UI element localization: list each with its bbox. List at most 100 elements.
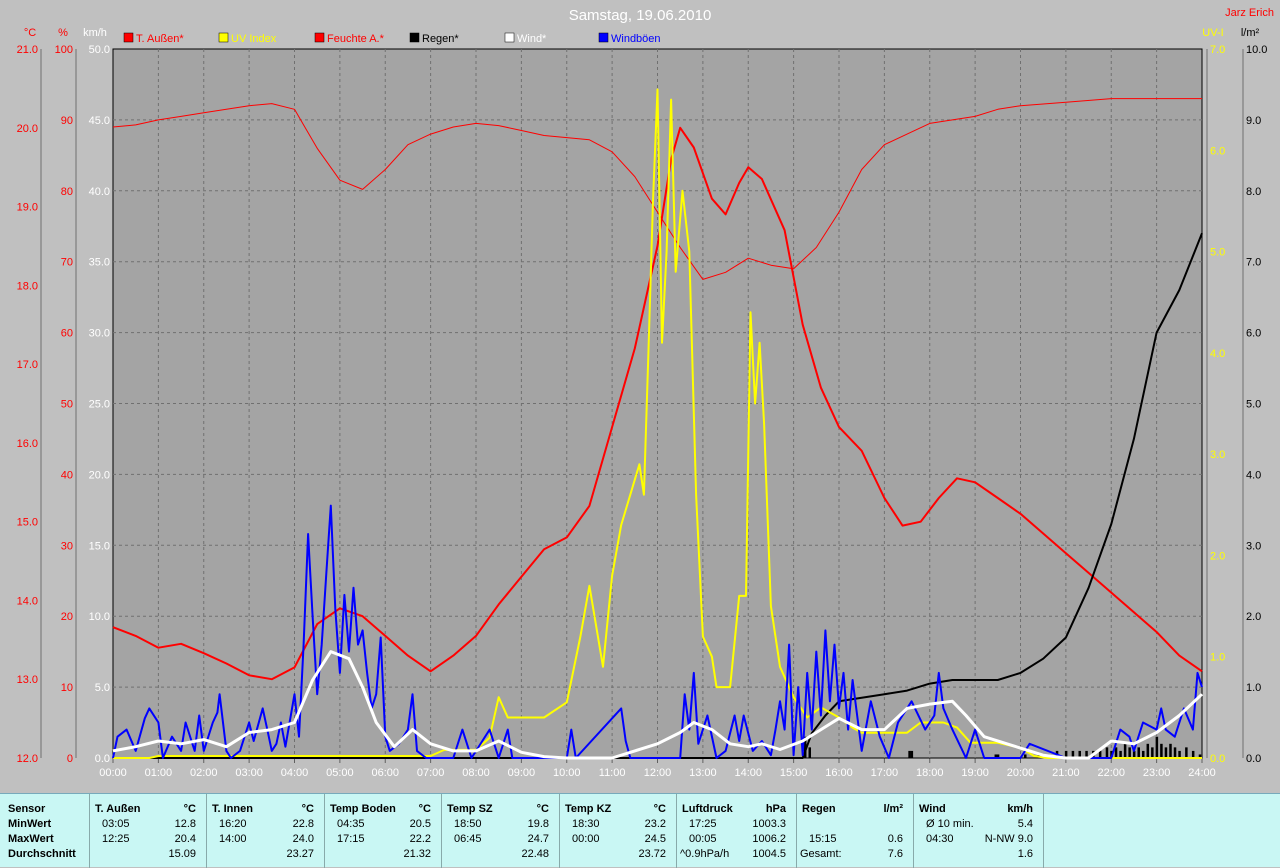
stats-max-time: 00:00	[572, 833, 600, 845]
temp-tick-label: 14.0	[17, 595, 38, 607]
x-tick-label: 22:00	[1097, 767, 1125, 779]
uv-tick-label: 1.0	[1210, 652, 1225, 664]
rain-tick-label: 10.0	[1246, 44, 1267, 56]
stats-header: T. Innen	[212, 803, 253, 815]
stats-min-value: 23.2	[644, 818, 666, 830]
stats-max-value: 24.5	[644, 833, 666, 845]
rain-bar	[1198, 754, 1202, 758]
stats-min-time: 18:30	[572, 818, 600, 830]
rain-bar	[1191, 750, 1195, 758]
series-line	[112, 650, 1204, 760]
stats-max-time: 14:00	[219, 833, 247, 845]
stats-column: Regen l/m² 15:15 0.6 Gesamt: 7.6	[797, 794, 914, 868]
uv-unit-label: UV-I	[1202, 27, 1223, 39]
legend-swatch	[314, 32, 325, 43]
stats-header: Temp KZ	[565, 803, 612, 815]
x-tick-label: 04:00	[281, 767, 309, 779]
stats-min-time: Ø 10 min.	[926, 818, 974, 830]
rain-bar	[1114, 747, 1118, 758]
wind-tick-label: 0.0	[95, 753, 110, 765]
x-tick-label: 05:00	[326, 767, 354, 779]
x-tick-label: 14:00	[734, 767, 762, 779]
rain-unit-label: l/m²	[1241, 27, 1260, 39]
humidity-tick-label: 10	[61, 682, 73, 694]
rain-bar	[1173, 747, 1177, 758]
rain-bar	[996, 754, 1000, 758]
humidity-tick-label: 40	[61, 469, 73, 481]
stats-max-time: 12:25	[102, 833, 130, 845]
rain-tick-label: 1.0	[1246, 682, 1261, 694]
statistics-panel: Sensor MinWert MaxWert Durchschnitt T. A…	[0, 793, 1280, 868]
humidity-tick-label: 70	[61, 257, 73, 269]
x-tick-label: 19:00	[961, 767, 989, 779]
x-tick-label: 03:00	[235, 767, 263, 779]
stats-column: T. Innen °C 16:20 22.8 14:00 24.0 23.27	[207, 794, 325, 868]
x-tick-label: 20:00	[1007, 767, 1035, 779]
x-tick-label: 09:00	[508, 767, 536, 779]
rain-bar	[1185, 747, 1188, 758]
stats-min-time: 03:05	[102, 818, 130, 830]
stats-header: T. Außen	[95, 803, 141, 815]
series-line	[112, 98, 1202, 280]
humidity-unit-label: %	[58, 27, 68, 39]
stats-unit: °C	[183, 803, 196, 815]
rain-bar	[1151, 747, 1154, 758]
x-tick-label: 21:00	[1052, 767, 1080, 779]
x-tick-label: 24:00	[1188, 767, 1216, 779]
uv-tick-label: 0.0	[1210, 753, 1225, 765]
x-tick-label: 12:00	[644, 767, 672, 779]
legend-label: Windböen	[611, 33, 661, 45]
temp-tick-label: 17.0	[17, 359, 38, 371]
rain-bar	[1137, 747, 1140, 758]
max-label: MaxWert	[8, 833, 54, 845]
legend-label: Feuchte A.*	[327, 33, 385, 45]
x-tick-label: 07:00	[417, 767, 445, 779]
stats-header: Temp Boden	[330, 803, 396, 815]
temp-tick-label: 13.0	[17, 674, 38, 686]
temp-tick-label: 16.0	[17, 438, 38, 450]
rain-bar	[1178, 750, 1181, 758]
stats-max-time: 06:45	[454, 833, 482, 845]
stats-unit: °C	[301, 803, 314, 815]
legend-label: Wind*	[517, 33, 547, 45]
x-tick-label: 15:00	[780, 767, 808, 779]
stats-avg-value: 23.27	[286, 848, 314, 860]
wind-tick-label: 20.0	[89, 469, 110, 481]
stats-min-value: 5.4	[1017, 818, 1033, 830]
wind-tick-label: 45.0	[89, 115, 110, 127]
rain-bar	[1164, 747, 1168, 758]
wind-tick-label: 10.0	[89, 611, 110, 623]
uv-tick-label: 5.0	[1210, 247, 1225, 259]
x-tick-label: 08:00	[462, 767, 490, 779]
stats-avg-value: 15.09	[168, 848, 196, 860]
rain-bar	[1123, 743, 1127, 758]
humidity-tick-label: 30	[61, 540, 73, 552]
stats-unit: hPa	[765, 803, 786, 815]
rain-bar	[1142, 750, 1145, 758]
wind-tick-label: 5.0	[95, 682, 110, 694]
wind-tick-label: 35.0	[89, 257, 110, 269]
uv-tick-label: 4.0	[1210, 348, 1225, 360]
rain-bar	[1128, 747, 1131, 758]
stats-avg-value: 23.72	[638, 848, 666, 860]
stats-unit: °C	[653, 803, 666, 815]
x-tick-label: 10:00	[553, 767, 581, 779]
legend-swatch	[409, 32, 420, 43]
x-tick-label: 23:00	[1143, 767, 1171, 779]
series-line	[113, 232, 1203, 759]
stats-header: Wind	[919, 803, 946, 815]
rain-tick-label: 6.0	[1246, 328, 1261, 340]
temp-tick-label: 20.0	[17, 123, 38, 135]
stats-max-value: 24.7	[527, 833, 549, 845]
rain-bar	[1146, 743, 1150, 758]
stats-max-value: N-NW 9.0	[984, 833, 1033, 845]
stats-max-time: 17:15	[337, 833, 365, 845]
stats-unit: °C	[536, 803, 549, 815]
legend-label: T. Außen*	[136, 33, 184, 45]
author-label: Jarz Erich	[1225, 7, 1274, 19]
rain-tick-label: 7.0	[1246, 257, 1261, 269]
rain-bar	[1169, 743, 1172, 758]
rain-bar	[1119, 750, 1122, 758]
rain-bar	[1132, 750, 1136, 758]
stats-min-time: 18:50	[454, 818, 482, 830]
